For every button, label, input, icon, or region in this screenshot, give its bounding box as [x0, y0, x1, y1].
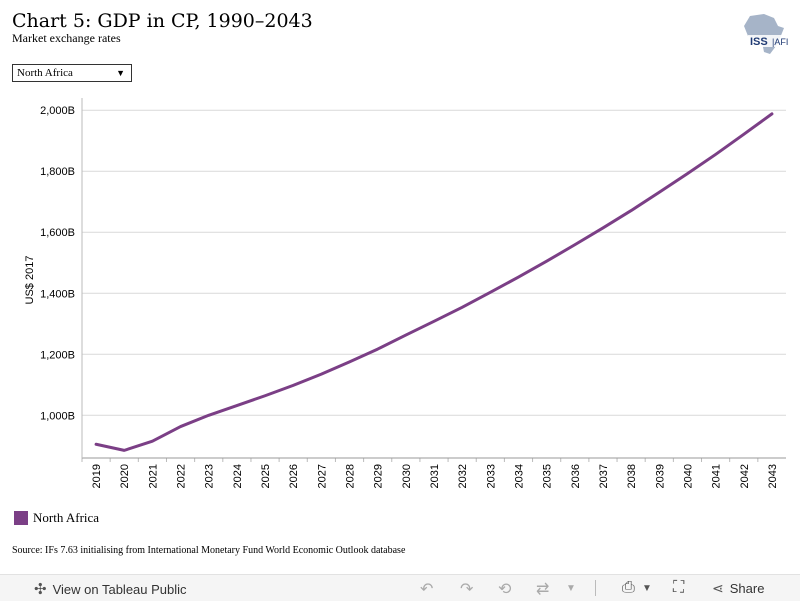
- series-line-north-africa[interactable]: [94, 112, 774, 452]
- download-icon[interactable]: ⎙: [622, 579, 635, 596]
- x-tick-label: 2030: [401, 464, 413, 488]
- x-tick-label: 2025: [260, 464, 272, 488]
- x-tick-label: 2038: [626, 464, 638, 488]
- x-axis-ticks: 2019 2020 2021 2022 2023 2024 2025 2026 2027 2028…: [81, 458, 779, 488]
- revert-icon[interactable]: ⟲: [498, 581, 512, 598]
- gdp-line-chart: 1,000B 1,200B 1,400B 1,600B 1,800B 2,000B 201…: [24, 98, 786, 488]
- iss-afi-logo: ISS |AFI: [744, 14, 792, 54]
- x-tick-label: 2039: [654, 464, 666, 488]
- caret-down-icon: ▼: [116, 68, 125, 78]
- x-tick-label: 2043: [767, 464, 779, 488]
- y-tick-label: 1,200B: [40, 349, 75, 361]
- undo-icon[interactable]: ↶: [420, 581, 434, 598]
- x-tick-label: 2024: [232, 464, 244, 488]
- region-filter-value: North Africa: [17, 67, 73, 79]
- x-tick-label: 2040: [682, 464, 694, 488]
- gridlines: [82, 109, 786, 416]
- legend: North Africa: [14, 510, 99, 526]
- x-tick-label: 2037: [598, 464, 610, 488]
- redo-icon[interactable]: ↷: [460, 581, 474, 598]
- view-on-tableau-label: View on Tableau Public: [52, 581, 187, 597]
- x-tick-label: 2035: [542, 464, 554, 488]
- x-tick-label: 2019: [91, 464, 103, 488]
- y-tick-label: 2,000B: [40, 105, 75, 117]
- share-button[interactable]: ⋖ Share: [712, 580, 764, 597]
- tableau-logo-icon: ✣: [34, 581, 47, 598]
- y-tick-label: 1,000B: [40, 410, 75, 422]
- legend-swatch: [14, 511, 28, 525]
- y-tick-label: 1,600B: [40, 227, 75, 239]
- toolbar-divider: [595, 580, 596, 596]
- x-tick-label: 2033: [485, 464, 497, 488]
- y-tick-label: 1,400B: [40, 288, 75, 300]
- source-note: Source: IFs 7.63 initialising from Inter…: [12, 545, 406, 556]
- x-tick-label: 2026: [288, 464, 300, 488]
- y-axis-label: US$ 2017: [24, 256, 36, 305]
- y-axis-ticks: 1,000B 1,200B 1,400B 1,600B 1,800B 2,000B: [40, 105, 75, 422]
- x-tick-label: 2032: [457, 464, 469, 488]
- fullscreen-icon[interactable]: ⛶: [673, 579, 685, 596]
- download-menu-chevron-icon[interactable]: ▼: [642, 583, 652, 594]
- x-tick-label: 2041: [711, 464, 723, 488]
- x-tick-label: 2021: [147, 464, 159, 488]
- chart-title: Chart 5: GDP in CP, 1990–2043: [12, 10, 313, 32]
- svg-text:ISS: ISS: [750, 36, 768, 48]
- legend-label: North Africa: [33, 510, 100, 525]
- share-icon: ⋖: [712, 580, 724, 596]
- svg-text:|AFI: |AFI: [772, 37, 788, 47]
- y-tick-label: 1,800B: [40, 166, 75, 178]
- x-tick-label: 2034: [513, 464, 525, 488]
- share-label: Share: [729, 581, 765, 596]
- tableau-toolbar: ✣ View on Tableau Public ↶ ↷ ⟲ ⇄ ▼ ⎙ ▼ ⛶…: [0, 574, 800, 601]
- x-tick-label: 2023: [204, 464, 216, 488]
- region-filter-dropdown[interactable]: North Africa ▼: [12, 64, 132, 82]
- x-tick-label: 2022: [176, 464, 188, 488]
- x-tick-label: 2031: [429, 464, 441, 488]
- refresh-menu-chevron-icon[interactable]: ▼: [566, 583, 576, 594]
- x-tick-label: 2020: [119, 464, 131, 488]
- x-tick-label: 2036: [570, 464, 582, 488]
- x-tick-label: 2042: [739, 464, 751, 488]
- chart-subtitle: Market exchange rates: [12, 31, 121, 45]
- view-on-tableau-link[interactable]: ✣ View on Tableau Public: [34, 580, 187, 598]
- refresh-icon[interactable]: ⇄: [536, 581, 550, 598]
- series-layer: [94, 112, 774, 452]
- x-tick-label: 2027: [316, 464, 328, 488]
- x-tick-label: 2029: [373, 464, 385, 488]
- x-tick-label: 2028: [345, 464, 357, 488]
